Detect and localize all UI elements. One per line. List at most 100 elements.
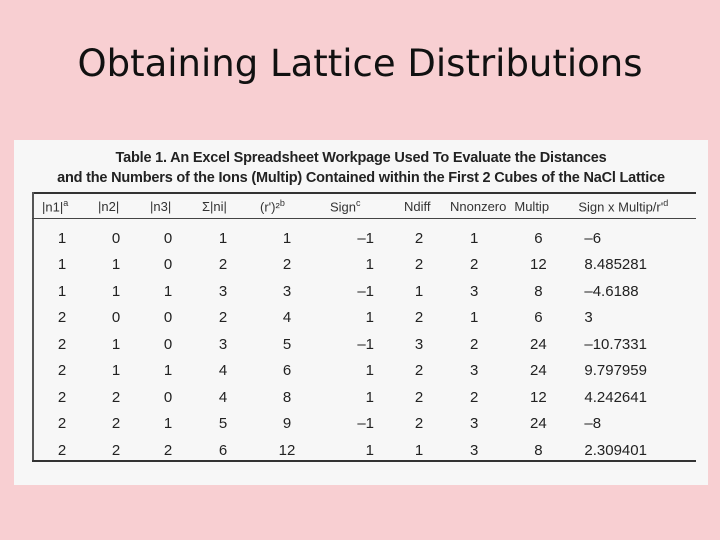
- table-cell: 1: [57, 256, 67, 274]
- table-cell: –1: [357, 335, 374, 353]
- table-cell: 3: [470, 362, 479, 380]
- table-cell: 2: [57, 415, 67, 433]
- table-cell: 2: [111, 388, 121, 406]
- table-cell: 2: [57, 362, 67, 380]
- table-cell: –4.6188: [584, 282, 639, 300]
- table-cell: –1: [357, 415, 374, 433]
- table-cell: 3: [218, 335, 228, 353]
- table-cell: 4: [218, 388, 228, 406]
- table-cell: –1: [357, 282, 374, 300]
- table-cell: 1: [218, 229, 228, 247]
- table-cell: 2: [414, 309, 424, 327]
- table-cell: 24: [530, 362, 547, 380]
- table-cell: 1: [365, 362, 374, 380]
- table-cell: 1: [414, 282, 424, 300]
- column-header-footnote: a: [63, 197, 69, 208]
- table-cell: 2: [470, 335, 479, 353]
- table-cell: 1: [111, 256, 121, 274]
- table-cell: –10.7331: [584, 335, 647, 353]
- column-header-footnote: c: [356, 197, 361, 208]
- table-row: 1 1 0 2 2 1 2 2 12 8.485281: [34, 252, 696, 279]
- table-cell: 0: [163, 309, 173, 327]
- table-cell: 1: [365, 256, 374, 274]
- table-cell: 1: [111, 335, 121, 353]
- table-cell: 4: [282, 309, 292, 327]
- column-header: |n2|: [98, 198, 120, 214]
- table-cell: 2: [111, 441, 121, 459]
- table-cell: 3: [470, 415, 479, 433]
- table-row: 1 0 0 1 1 –1 2 1 6 –6: [34, 225, 696, 252]
- table-cell: 1: [414, 441, 424, 459]
- table-cell: 2: [57, 335, 67, 353]
- table-cell: 24: [530, 415, 547, 433]
- column-header-footnote: b: [279, 197, 285, 208]
- table-cell: 8: [534, 441, 543, 459]
- table-cell: 5: [282, 335, 292, 353]
- header-rule: [32, 218, 696, 219]
- table-cell: 3: [218, 282, 228, 300]
- table-cell: 2: [218, 256, 228, 274]
- table-cell: 1: [470, 229, 479, 247]
- table-cell: –1: [357, 229, 374, 247]
- column-header: (r')²b: [260, 197, 285, 215]
- table-row: 2 2 2 6 12 1 1 3 8 2.309401: [34, 437, 696, 464]
- table-cell: 6: [282, 362, 292, 380]
- column-header: Ndiff: [404, 198, 431, 214]
- table-cell: 1: [365, 309, 374, 327]
- table-cell: 1: [470, 309, 479, 327]
- table-cell: 12: [278, 441, 296, 459]
- table-cell: 2: [57, 388, 67, 406]
- table-cell: 9: [282, 415, 292, 433]
- table-cell: 0: [163, 335, 173, 353]
- table-cell: 3: [584, 309, 593, 327]
- table-row: 2 2 0 4 8 1 2 2 12 4.242641: [34, 384, 696, 411]
- table-row: 1 1 1 3 3 –1 1 3 8 –4.6188: [34, 278, 696, 305]
- table-body: 1 0 0 1 1 –1 2 1 6 –6 1 1 0 2 2 1 2 2 12 8.485281 1 1 1 3 3 –1 1 3 8…: [34, 217, 696, 464]
- table-cell: 2: [414, 415, 424, 433]
- column-header: Nnonzero: [450, 198, 507, 214]
- table-cell: 1: [163, 415, 173, 433]
- column-header-footnote: d: [663, 197, 669, 208]
- table-cell: 0: [111, 309, 121, 327]
- table-cell: 3: [470, 441, 479, 459]
- table-cell: 3: [470, 282, 479, 300]
- table-row: 2 0 0 2 4 1 2 1 6 3: [34, 305, 696, 332]
- table-cell: 1: [365, 388, 374, 406]
- table-cell: 2: [414, 362, 424, 380]
- table-cell: 6: [534, 309, 543, 327]
- table-bottom-rule: [32, 460, 696, 462]
- lattice-table: |n1|a |n2| |n3| Σ|ni| (r')²b Signc Ndiff Nnonze…: [34, 195, 696, 464]
- table-cell: 1: [111, 282, 121, 300]
- table-row: 2 1 1 4 6 1 2 3 24 9.797959: [34, 358, 696, 385]
- column-header: Signc: [330, 197, 361, 215]
- table-cell: 3: [414, 335, 424, 353]
- table-cell: 6: [534, 229, 543, 247]
- column-header: Multip: [514, 198, 550, 214]
- table-cell: –8: [584, 415, 602, 433]
- table-cell: 4.242641: [584, 388, 647, 406]
- column-header: |n3|: [150, 198, 172, 214]
- table-cell: 2: [57, 441, 67, 459]
- table-cell: 2: [57, 309, 67, 327]
- table-cell: 1: [57, 282, 67, 300]
- table-cell: 2: [282, 256, 292, 274]
- table-cell: 4: [218, 362, 228, 380]
- caption-line-1: Table 1. An Excel Spreadsheet Workpage U…: [115, 150, 607, 166]
- table-cell: 1: [163, 362, 173, 380]
- table-cell: 1: [282, 229, 292, 247]
- slide-title: Obtaining Lattice Distributions: [77, 42, 643, 85]
- table-cell: 1: [365, 441, 374, 459]
- table-cell: 12: [530, 256, 547, 274]
- table-cell: 2: [414, 388, 424, 406]
- table-header-row: |n1|a |n2| |n3| Σ|ni| (r')²b Signc Ndiff Nnonze…: [34, 195, 696, 217]
- table-spacer: [34, 217, 696, 225]
- table-cell: 0: [163, 256, 173, 274]
- table-cell: 2.309401: [584, 441, 647, 459]
- table-cell: 0: [163, 229, 173, 247]
- table-cell: 0: [111, 229, 121, 247]
- scanned-table-image: Table 1. An Excel Spreadsheet Workpage U…: [14, 140, 708, 485]
- table-cell: 12: [530, 388, 547, 406]
- table-cell: 2: [470, 256, 479, 274]
- table-row: 2 1 0 3 5 –1 3 2 24 –10.7331: [34, 331, 696, 358]
- table-cell: 1: [163, 282, 173, 300]
